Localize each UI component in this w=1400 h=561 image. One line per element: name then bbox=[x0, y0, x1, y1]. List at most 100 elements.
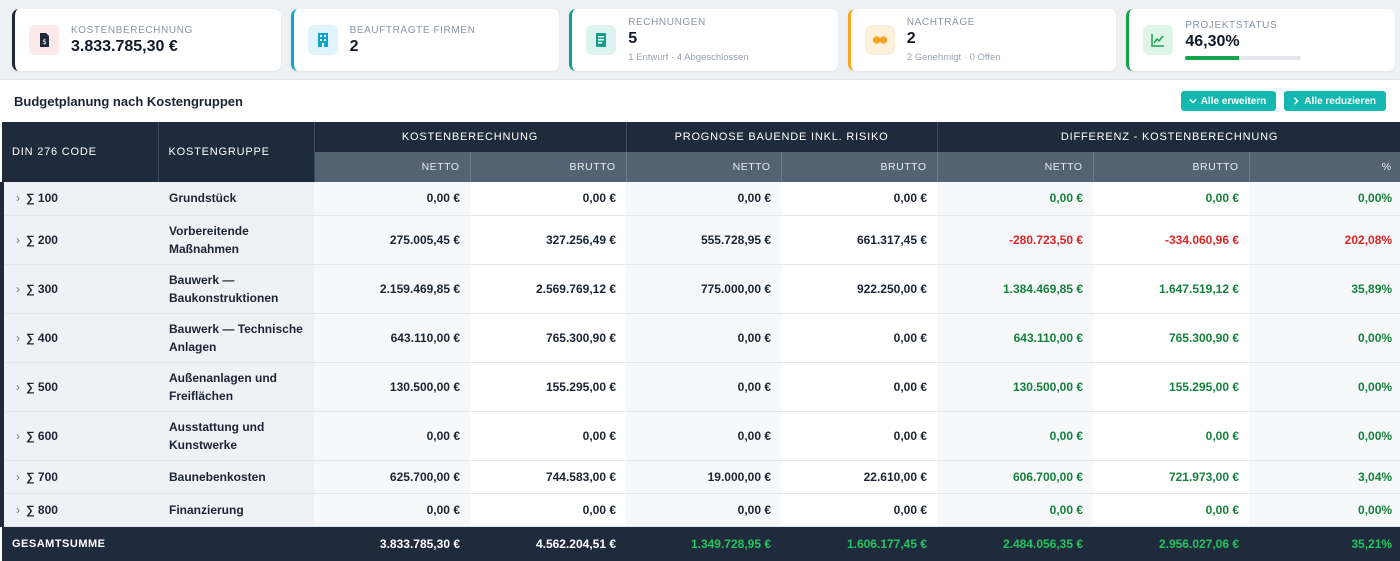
cost-group-name: Außenanlagen und Freiflächen bbox=[158, 362, 314, 412]
cell-diff-pct: 0,00% bbox=[1249, 493, 1400, 527]
kpi-row: $ KOSTENBERECHNUNG 3.833.785,30 € BEAUFTRAG… bbox=[12, 9, 1395, 71]
kpi-value: 46,30% bbox=[1185, 33, 1240, 50]
expand-all-button[interactable]: Alle erweitern bbox=[1180, 91, 1277, 111]
svg-text:$: $ bbox=[42, 38, 46, 46]
cost-code: ∑ 600 bbox=[26, 428, 58, 443]
kpi-value: 2 bbox=[906, 30, 916, 47]
chevron-right-icon[interactable]: › bbox=[16, 191, 20, 206]
budget-table: DIN 276 CODE KOSTENGRUPPE KOSTENBERECHNU… bbox=[0, 122, 1400, 561]
kpi-subtext: 1 Entwurf · 4 Abgeschlossen bbox=[628, 52, 749, 63]
cost-code: ∑ 800 bbox=[26, 502, 58, 517]
cell-pr-brutto: 0,00 € bbox=[781, 493, 938, 527]
kpi-text: RECHNUNGEN 5 1 Entwurf · 4 Abgeschlossen bbox=[628, 17, 748, 63]
cell-diff-brutto: 155.295,00 € bbox=[1093, 362, 1250, 412]
chart-line-icon bbox=[1143, 25, 1174, 55]
table-row[interactable]: › ∑ 800 Finanzierung 0,00 €0,00 €0,00 €0,00… bbox=[0, 493, 1400, 527]
project-progress-fill bbox=[1185, 56, 1240, 60]
total-label: GESAMTSUMME bbox=[2, 526, 158, 561]
chevron-right-icon[interactable]: › bbox=[16, 232, 20, 247]
col-header-group[interactable]: KOSTENGRUPPE bbox=[158, 122, 315, 182]
cell-pr-netto: 0,00 € bbox=[626, 493, 782, 527]
total-diff-percent: 35,21% bbox=[1249, 526, 1400, 561]
cell-diff-netto: 0,00 € bbox=[937, 411, 1094, 461]
cost-code-cell[interactable]: › ∑ 800 bbox=[0, 493, 158, 527]
table-row[interactable]: › ∑ 700 Baunebenkosten 625.700,00 €744.583,… bbox=[0, 460, 1400, 494]
chevron-right-icon bbox=[1294, 97, 1299, 105]
table-row[interactable]: › ∑ 600 Ausstattung und Kunstwerke 0,00 €0,… bbox=[0, 411, 1400, 461]
cost-group-name: Ausstattung und Kunstwerke bbox=[158, 411, 314, 461]
kpi-label: PROJEKTSTATUS bbox=[1185, 20, 1278, 31]
table-row[interactable]: › ∑ 200 Vorbereitende Maßnahmen 275.005,45 … bbox=[0, 215, 1400, 265]
table-row[interactable]: › ∑ 400 Bauwerk — Technische Anlagen 643.11… bbox=[0, 313, 1400, 363]
cell-kb-brutto: 0,00 € bbox=[470, 411, 627, 461]
cost-group-name: Grundstück bbox=[158, 182, 314, 216]
cell-pr-netto: 0,00 € bbox=[626, 362, 782, 412]
col-header-diff-netto[interactable]: NETTO bbox=[937, 152, 1094, 182]
kpi-card-beauftragte-firmen: BEAUFTRAGTE FIRMEN 2 bbox=[290, 9, 560, 71]
project-progress-bar bbox=[1185, 56, 1302, 60]
total-kb-netto: 3.833.785,30 € bbox=[314, 526, 470, 561]
cell-diff-brutto: 0,00 € bbox=[1093, 411, 1250, 461]
chevron-right-icon[interactable]: › bbox=[16, 502, 20, 517]
chevron-right-icon[interactable]: › bbox=[16, 469, 20, 484]
invoice-icon bbox=[586, 25, 617, 55]
cell-pr-netto: 775.000,00 € bbox=[626, 264, 782, 314]
kpi-value: 2 bbox=[349, 37, 359, 55]
kpi-card-kostenberechnung: $ KOSTENBERECHNUNG 3.833.785,30 € bbox=[12, 9, 281, 71]
cost-code-cell[interactable]: › ∑ 500 bbox=[0, 362, 158, 412]
cost-code: ∑ 300 bbox=[26, 281, 58, 296]
col-header-diff-brutto[interactable]: BRUTTO bbox=[1093, 152, 1250, 182]
cell-diff-netto: 1.384.469,85 € bbox=[937, 264, 1094, 314]
cell-kb-netto: 275.005,45 € bbox=[314, 215, 470, 265]
chevron-right-icon[interactable]: › bbox=[16, 428, 20, 443]
cost-code-cell[interactable]: › ∑ 700 bbox=[0, 460, 158, 494]
cost-code-cell[interactable]: › ∑ 300 bbox=[0, 264, 158, 314]
col-header-diff-percent[interactable]: % bbox=[1249, 152, 1400, 182]
total-spacer bbox=[158, 526, 314, 561]
kpi-label: BEAUFTRAGTE FIRMEN bbox=[349, 24, 476, 36]
cell-diff-pct: 0,00% bbox=[1249, 182, 1400, 216]
cell-pr-brutto: 0,00 € bbox=[781, 313, 938, 363]
total-pr-brutto: 1.606.177,45 € bbox=[781, 526, 938, 561]
panel-title: Budgetplanung nach Kostengruppen bbox=[14, 93, 243, 109]
table-header-row: DIN 276 CODE KOSTENGRUPPE KOSTENBERECHNU… bbox=[2, 122, 1400, 182]
cost-group-name: Vorbereitende Maßnahmen bbox=[158, 215, 314, 265]
kpi-label: NACHTRÄGE bbox=[906, 17, 975, 28]
total-pr-netto: 1.349.728,95 € bbox=[626, 526, 782, 561]
cost-group-name: Bauwerk — Technische Anlagen bbox=[158, 313, 314, 363]
cell-diff-netto: 0,00 € bbox=[937, 493, 1094, 527]
cell-pr-brutto: 0,00 € bbox=[781, 182, 938, 216]
cost-code-cell[interactable]: › ∑ 100 bbox=[0, 182, 158, 216]
table-row[interactable]: › ∑ 100 Grundstück 0,00 €0,00 €0,00 €0,00 €… bbox=[0, 182, 1400, 216]
cell-diff-brutto: 0,00 € bbox=[1093, 182, 1250, 216]
chevron-right-icon[interactable]: › bbox=[16, 281, 20, 296]
cell-diff-netto: 606.700,00 € bbox=[937, 460, 1094, 494]
col-header-pr-brutto[interactable]: BRUTTO bbox=[781, 152, 938, 182]
table-row[interactable]: › ∑ 500 Außenanlagen und Freiflächen 130.50… bbox=[0, 362, 1400, 412]
chevron-right-icon[interactable]: › bbox=[16, 330, 20, 345]
chevron-right-icon[interactable]: › bbox=[16, 379, 20, 394]
cost-code-cell[interactable]: › ∑ 600 bbox=[0, 411, 158, 461]
cell-pr-netto: 0,00 € bbox=[626, 313, 782, 363]
cost-code-cell[interactable]: › ∑ 400 bbox=[0, 313, 158, 363]
col-header-kb-netto[interactable]: NETTO bbox=[314, 152, 471, 182]
chevron-down-icon bbox=[1188, 98, 1197, 104]
col-header-pr-netto[interactable]: NETTO bbox=[626, 152, 782, 182]
collapse-all-button[interactable]: Alle reduzieren bbox=[1284, 91, 1386, 111]
kpi-value: 5 bbox=[628, 30, 638, 47]
document-dollar-icon: $ bbox=[29, 25, 59, 55]
cell-diff-netto: 130.500,00 € bbox=[937, 362, 1094, 412]
col-header-kb-brutto[interactable]: BRUTTO bbox=[470, 152, 627, 182]
kpi-card-nachtr-ge: NACHTRÄGE 2 2 Genehmigt · 0 Offen bbox=[847, 9, 1117, 71]
cost-code-cell[interactable]: › ∑ 200 bbox=[0, 215, 158, 265]
cell-kb-brutto: 744.583,00 € bbox=[470, 460, 627, 494]
cell-diff-brutto: 765.300,90 € bbox=[1093, 313, 1250, 363]
cost-code: ∑ 200 bbox=[26, 232, 58, 247]
cell-kb-netto: 625.700,00 € bbox=[314, 460, 470, 494]
kpi-label: KOSTENBERECHNUNG bbox=[71, 24, 193, 36]
cost-code: ∑ 700 bbox=[26, 469, 58, 484]
cell-diff-pct: 3,04% bbox=[1249, 460, 1400, 494]
kpi-text: NACHTRÄGE 2 2 Genehmigt · 0 Offen bbox=[907, 17, 1001, 63]
col-header-code[interactable]: DIN 276 CODE bbox=[2, 122, 159, 182]
table-row[interactable]: › ∑ 300 Bauwerk — Baukonstruktionen 2.159.4… bbox=[0, 264, 1400, 314]
